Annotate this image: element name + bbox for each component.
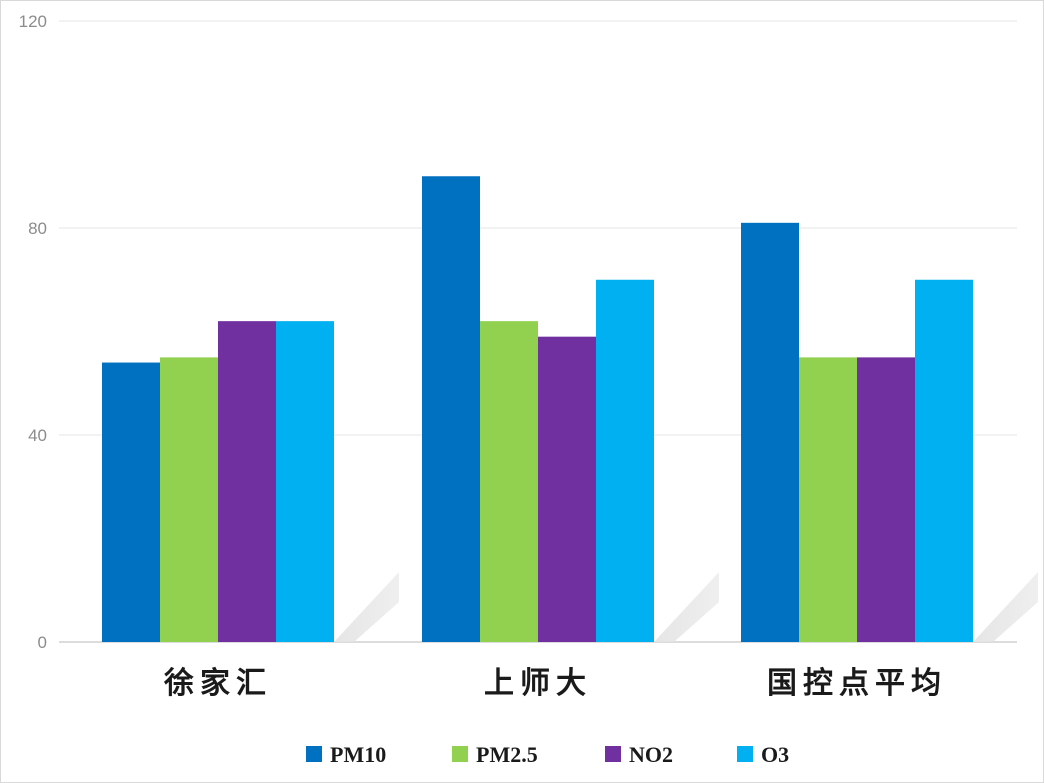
x-category-label: 国控点平均	[767, 666, 947, 701]
bar-o3-0	[276, 321, 334, 642]
y-tick-label: 40	[28, 426, 47, 445]
legend-label: PM2.5	[476, 742, 538, 767]
y-tick-label: 80	[28, 219, 47, 238]
bar-no2-2	[857, 357, 915, 642]
legend-swatch-no2	[605, 746, 621, 762]
bar-pm25-1	[480, 321, 538, 642]
legend-label: NO2	[629, 742, 673, 767]
x-category-label: 上师大	[484, 666, 592, 701]
legend-label: O3	[761, 742, 789, 767]
legend-label: PM10	[330, 742, 386, 767]
legend-swatch-pm10	[306, 746, 322, 762]
bar-shadow	[654, 572, 719, 642]
bar-pm10-0	[102, 362, 160, 642]
legend-swatch-o3	[737, 746, 753, 762]
legend-swatch-pm25	[452, 746, 468, 762]
bar-pm25-0	[160, 357, 218, 642]
y-tick-label: 120	[19, 12, 47, 31]
bar-no2-1	[538, 336, 596, 642]
bar-o3-1	[596, 279, 654, 642]
bar-o3-2	[915, 279, 973, 642]
bar-pm10-2	[741, 222, 799, 642]
bar-shadow	[334, 572, 399, 642]
bar-shadow	[973, 572, 1038, 642]
bar-pm25-2	[799, 357, 857, 642]
y-tick-label: 0	[38, 633, 47, 652]
bar-pm10-1	[422, 176, 480, 642]
bar-no2-0	[218, 321, 276, 642]
x-category-label: 徐家汇	[163, 666, 272, 701]
